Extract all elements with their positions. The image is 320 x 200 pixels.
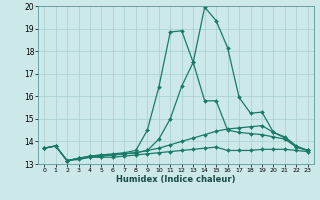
- X-axis label: Humidex (Indice chaleur): Humidex (Indice chaleur): [116, 175, 236, 184]
